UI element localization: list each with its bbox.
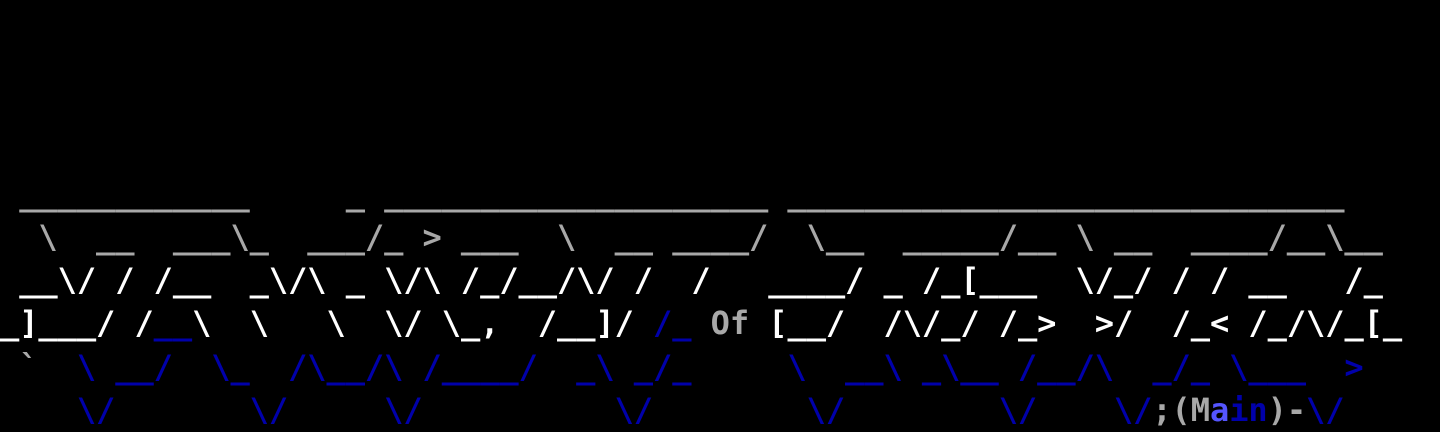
ascii-art-row: \/ \/ \/ \/ \/ \/ \/;(Main)-\/ <box>0 389 1345 432</box>
ascii-art-segment: \/ \/ \/ \/ \/ \/ \/ <box>0 390 1153 429</box>
ascii-art-segment: Of <box>710 304 750 343</box>
ascii-art-row: ____________ _ ____________________ ____… <box>0 173 1344 216</box>
ascii-art-segment: \ __ ___\_ ___/_ > ___ \ __ ____/ \__ __… <box>0 218 1383 256</box>
ascii-art-segment: )- <box>1267 390 1307 429</box>
ascii-art-segment: ;(M <box>1152 390 1210 429</box>
ascii-art-row: ` \ __/ \_ /\__/\ /____/ _\ _/_ \ __\ _\… <box>0 346 1364 389</box>
ascii-art-segment: a <box>1209 390 1230 429</box>
ascii-art-row: _]___/ /__\ \ \ \/ \_, /__]/ /_ Of [__/ … <box>0 302 1402 345</box>
ascii-art-segment <box>691 304 710 342</box>
ascii-art-segment: [__/ /\/_/ /_> >/ /_< /_/\/_[_ <box>749 304 1403 343</box>
ascii-art-row: __\/ / /__ _\/\ _ \/\ /_/__/\/ / / ____/… <box>0 259 1383 302</box>
ascii-art-segment: /_ <box>653 304 692 343</box>
ascii-art-segment: \ \ \ \/ \_, /__]/ <box>192 304 654 343</box>
ascii-art-segment: \/ <box>1306 390 1345 429</box>
ascii-art-segment: ` <box>0 347 39 386</box>
ascii-art-segment: __\/ / /__ _\/\ _ \/\ /_/__/\/ / / ____/… <box>0 261 1383 300</box>
ascii-art-row: \ __ ___\_ ___/_ > ___ \ __ ____/ \__ __… <box>0 216 1383 259</box>
ascii-art-segment: ____________ _ ____________________ ____… <box>0 174 1345 213</box>
ascii-art-segment: in <box>1229 390 1268 429</box>
ascii-art-segment: _]___/ / <box>0 304 154 343</box>
ascii-art-segment: __ <box>153 304 193 343</box>
ascii-art-segment: \ __/ \_ /\__/\ /____/ _\ _/_ \ __\ _\__… <box>38 347 1364 386</box>
